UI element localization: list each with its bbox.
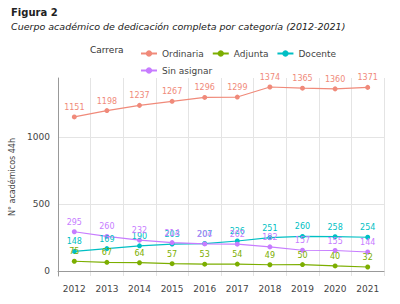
svg-text:2021: 2021 xyxy=(356,284,379,294)
svg-text:260: 260 xyxy=(295,222,310,231)
svg-text:207: 207 xyxy=(197,230,212,239)
svg-text:Figura 2: Figura 2 xyxy=(11,7,58,18)
svg-text:2014: 2014 xyxy=(128,284,151,294)
svg-text:500: 500 xyxy=(33,199,50,209)
svg-text:157: 157 xyxy=(295,236,310,245)
svg-text:258: 258 xyxy=(327,223,342,232)
svg-text:214: 214 xyxy=(164,229,179,238)
svg-text:Adjunta: Adjunta xyxy=(234,49,269,59)
svg-text:251: 251 xyxy=(262,224,277,233)
svg-text:254: 254 xyxy=(360,223,375,232)
svg-text:67: 67 xyxy=(102,248,112,257)
svg-text:0: 0 xyxy=(44,266,50,276)
svg-text:53: 53 xyxy=(200,250,210,259)
svg-text:Sin asignar: Sin asignar xyxy=(162,66,212,76)
svg-text:Docente: Docente xyxy=(298,49,336,59)
svg-text:1371: 1371 xyxy=(358,73,378,82)
svg-text:32: 32 xyxy=(363,253,373,262)
svg-text:260: 260 xyxy=(99,222,114,231)
svg-text:1365: 1365 xyxy=(292,74,312,83)
svg-text:Carrera: Carrera xyxy=(90,45,124,55)
svg-text:40: 40 xyxy=(330,252,340,261)
svg-text:2015: 2015 xyxy=(161,284,184,294)
svg-text:2017: 2017 xyxy=(226,284,249,294)
svg-text:2012: 2012 xyxy=(63,284,86,294)
svg-text:64: 64 xyxy=(134,249,144,258)
svg-text:204: 204 xyxy=(197,230,212,239)
svg-text:1299: 1299 xyxy=(227,83,247,92)
svg-text:2020: 2020 xyxy=(324,284,347,294)
svg-text:1151: 1151 xyxy=(64,103,84,112)
svg-text:148: 148 xyxy=(67,237,82,246)
svg-text:1198: 1198 xyxy=(97,97,117,106)
svg-text:Ordinaria: Ordinaria xyxy=(162,49,204,59)
svg-text:54: 54 xyxy=(232,250,242,259)
svg-text:144: 144 xyxy=(360,238,375,247)
svg-text:232: 232 xyxy=(132,226,147,235)
svg-text:2019: 2019 xyxy=(291,284,314,294)
svg-text:169: 169 xyxy=(99,235,114,244)
svg-text:295: 295 xyxy=(67,218,82,227)
svg-text:182: 182 xyxy=(262,233,277,242)
svg-text:50: 50 xyxy=(297,251,307,260)
svg-text:1237: 1237 xyxy=(129,91,149,100)
svg-text:N° académicos 44h: N° académicos 44h xyxy=(7,138,17,216)
svg-text:1000: 1000 xyxy=(27,132,50,142)
svg-text:1267: 1267 xyxy=(162,87,182,96)
svg-text:190: 190 xyxy=(131,231,148,241)
svg-text:2016: 2016 xyxy=(193,284,216,294)
svg-text:75: 75 xyxy=(69,247,79,256)
svg-text:2013: 2013 xyxy=(95,284,118,294)
svg-text:202: 202 xyxy=(230,230,245,239)
svg-text:1296: 1296 xyxy=(195,83,215,92)
svg-text:155: 155 xyxy=(327,237,342,246)
svg-text:1374: 1374 xyxy=(260,73,280,82)
svg-text:57: 57 xyxy=(167,250,177,259)
svg-text:Cuerpo académico de dedicación: Cuerpo académico de dedicación completa … xyxy=(11,21,345,32)
svg-text:2018: 2018 xyxy=(258,284,281,294)
svg-text:49: 49 xyxy=(265,251,275,260)
svg-text:1360: 1360 xyxy=(325,75,345,84)
